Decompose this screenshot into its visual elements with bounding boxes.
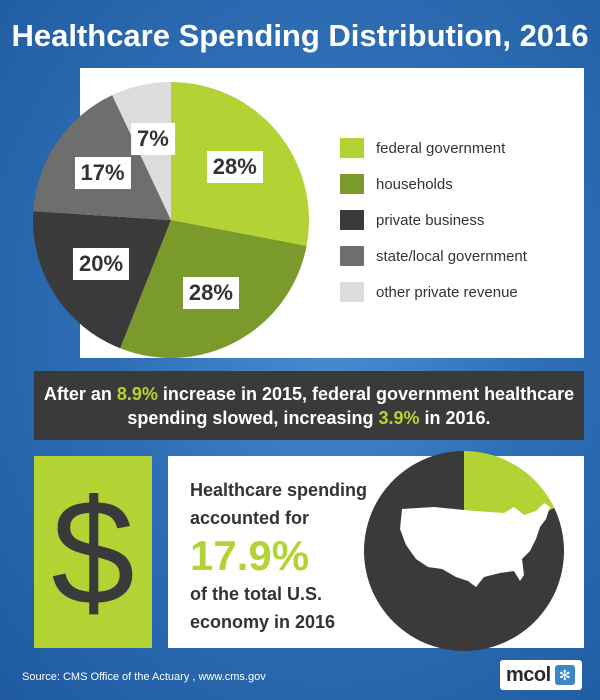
pie-slice-label: 20%	[73, 248, 130, 281]
legend-item-households: households	[340, 166, 580, 202]
pie-slice-label: 7%	[131, 123, 175, 156]
federal-spending-note: After an 8.9% increase in 2015, federal …	[34, 371, 584, 440]
source-citation: Source: CMS Office of the Actuary , www.…	[22, 671, 266, 683]
pie-chart: 28% 28% 20% 17% 7%	[26, 75, 316, 365]
legend-label: other private revenue	[376, 283, 518, 301]
snowflake-icon: ✻	[554, 665, 575, 685]
pie-slice-label: 28%	[206, 151, 263, 184]
economy-text: Healthcare spending accounted for 17.9% …	[190, 476, 380, 636]
pie-slice-label: 28%	[182, 276, 239, 309]
economy-percentage: 17.9%	[190, 532, 310, 579]
legend-swatch	[340, 282, 364, 302]
legend-label: households	[376, 175, 453, 193]
note-text-3: in 2016.	[419, 408, 491, 428]
legend-swatch	[340, 246, 364, 266]
legend-item-federal: federal government	[340, 130, 580, 166]
economy-line-4: economy in 2016	[190, 612, 336, 632]
legend-item-state-local: state/local government	[340, 238, 580, 274]
economy-line-3: of the total U.S.	[190, 584, 322, 604]
legend-label: state/local government	[376, 247, 527, 265]
note-text-2: increase in 2015, federal government hea…	[127, 384, 575, 428]
note-value-2015: 8.9%	[116, 384, 158, 404]
legend-item-other-private: other private revenue	[340, 274, 580, 310]
economy-line-2: accounted for	[190, 508, 310, 528]
note-text-1: After an	[43, 384, 117, 404]
legend-swatch	[340, 138, 364, 158]
dollar-sign-icon: $	[51, 467, 135, 636]
page-title: Healthcare Spending Distribution, 2016	[11, 18, 589, 53]
legend-swatch	[340, 174, 364, 194]
pie-chart-svg	[33, 82, 309, 358]
legend-label: private business	[376, 211, 485, 229]
mcol-logo: mcol ✻	[500, 660, 582, 690]
legend-item-private-business: private business	[340, 202, 580, 238]
dollar-box: $	[34, 456, 152, 648]
economy-pie-chart	[364, 451, 564, 651]
pie-slice-label: 17%	[74, 157, 131, 190]
usa-map-icon	[400, 503, 550, 587]
legend: federal government households private bu…	[340, 130, 580, 310]
economy-line-1: Healthcare spending	[190, 480, 368, 500]
legend-swatch	[340, 210, 364, 230]
note-value-2016: 3.9%	[378, 408, 420, 428]
legend-label: federal government	[376, 139, 506, 157]
logo-text: mcol	[506, 663, 551, 686]
